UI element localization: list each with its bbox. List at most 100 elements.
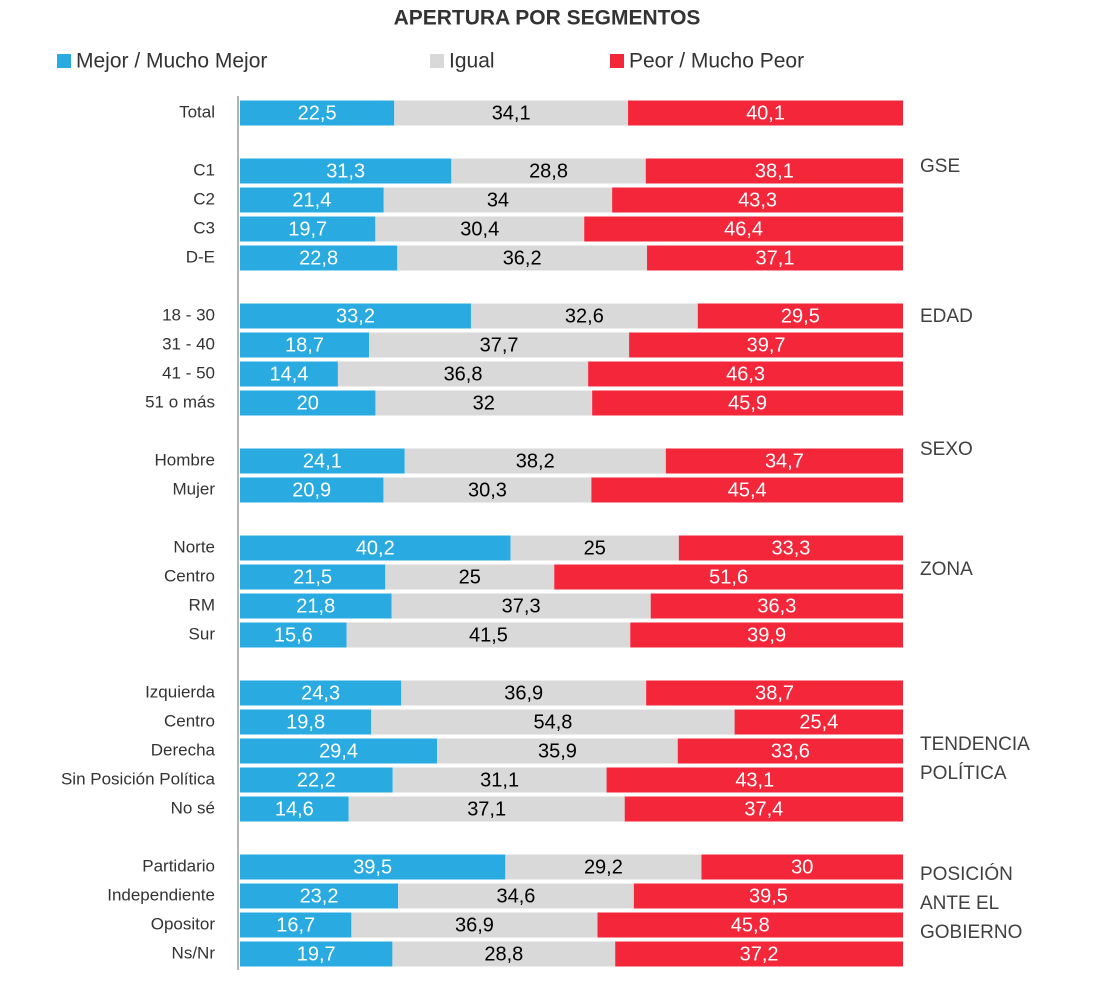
bar-segment: [240, 535, 511, 561]
bar-segment: [240, 883, 399, 909]
category-label: Derecha: [151, 740, 216, 759]
bar-segment: [346, 622, 631, 648]
bar-segment: [240, 564, 386, 590]
category-label: No sé: [171, 798, 215, 817]
value-label: 22,8: [299, 247, 338, 269]
value-label: 32: [473, 392, 495, 414]
bar-segment: [240, 187, 384, 213]
legend-swatch: [57, 54, 71, 68]
bar-segment: [375, 390, 593, 416]
value-label: 25: [584, 537, 606, 559]
value-label: 29,5: [781, 305, 820, 327]
bar-segment: [633, 883, 903, 909]
bar-segment: [628, 100, 903, 126]
bar-segment: [240, 680, 402, 706]
category-label: C1: [193, 160, 215, 179]
category-label: 51 o más: [145, 392, 215, 411]
bar-segment: [398, 883, 634, 909]
bar-segment: [510, 535, 679, 561]
value-label: 23,2: [300, 885, 339, 907]
category-label: Norte: [173, 537, 215, 556]
value-label: 54,8: [533, 711, 572, 733]
value-label: 36,8: [444, 363, 483, 385]
value-label: 46,3: [726, 363, 765, 385]
bar-segment: [701, 854, 903, 880]
category-label: Partidario: [142, 856, 215, 875]
bar-segment: [240, 622, 347, 648]
group-label: POSICIÓN: [920, 863, 1013, 885]
value-label: 22,2: [297, 769, 336, 791]
value-label: 39,5: [353, 856, 392, 878]
value-label: 14,6: [275, 798, 314, 820]
value-label: 19,7: [297, 943, 336, 965]
bar-segment: [554, 564, 903, 590]
value-label: 37,4: [744, 798, 783, 820]
bar-segment: [734, 709, 903, 735]
bar-segment: [612, 187, 903, 213]
bar-segment: [240, 361, 338, 387]
group-label: GSE: [920, 156, 960, 177]
value-label: 22,5: [298, 102, 337, 124]
bar-segment: [369, 332, 630, 358]
bar-segment: [505, 854, 702, 880]
value-label: 34,7: [765, 450, 804, 472]
group-label: SEXO: [920, 439, 973, 460]
value-label: 19,7: [288, 218, 327, 240]
value-label: 29,2: [584, 856, 623, 878]
value-label: 45,8: [731, 914, 770, 936]
value-label: 25: [459, 566, 481, 588]
bar-segment: [240, 912, 352, 938]
value-label: 37,1: [467, 798, 506, 820]
bar-segment: [240, 448, 405, 474]
bar-segment: [240, 941, 393, 967]
category-label: 31 - 40: [162, 334, 215, 353]
bar-segment: [630, 622, 903, 648]
legend-swatch: [430, 54, 444, 68]
value-label: 36,3: [757, 595, 796, 617]
legend-label: Peor / Mucho Peor: [629, 50, 804, 73]
value-label: 34,1: [492, 102, 531, 124]
value-label: 45,9: [728, 392, 767, 414]
bar-segment: [404, 448, 666, 474]
bar-segment: [597, 912, 903, 938]
category-label: Centro: [164, 566, 215, 585]
value-label: 34: [487, 189, 509, 211]
category-label: Centro: [164, 711, 215, 730]
bar-segment: [240, 245, 398, 271]
bar-segment: [665, 448, 903, 474]
value-label: 29,4: [319, 740, 358, 762]
value-label: 32,6: [565, 305, 604, 327]
value-label: 51,6: [709, 566, 748, 588]
value-label: 20: [297, 392, 319, 414]
bar-segment: [606, 767, 903, 793]
bar-segment: [647, 245, 903, 271]
category-label: Izquierda: [145, 682, 215, 701]
bar-segment: [240, 100, 395, 126]
value-label: 28,8: [484, 943, 523, 965]
group-label: EDAD: [920, 306, 973, 327]
value-label: 40,2: [356, 537, 395, 559]
category-label: Ns/Nr: [172, 943, 216, 962]
bar-segment: [584, 216, 903, 242]
value-label: 34,6: [496, 885, 535, 907]
chart-title: APERTURA POR SEGMENTOS: [394, 7, 701, 30]
bar-segment: [240, 477, 384, 503]
bar-segment: [451, 158, 646, 184]
legend-label: Mejor / Mucho Mejor: [76, 50, 267, 73]
value-label: 37,1: [756, 247, 795, 269]
bar-segment: [240, 767, 393, 793]
bar-segment: [337, 361, 589, 387]
bar-segment: [437, 738, 678, 764]
bar-segment: [646, 680, 903, 706]
value-label: 45,4: [728, 479, 767, 501]
category-label: C3: [193, 218, 215, 237]
value-label: 36,9: [504, 682, 543, 704]
bar-segment: [624, 796, 903, 822]
value-label: 43,1: [735, 769, 774, 791]
bar-segment: [615, 941, 903, 967]
value-label: 21,4: [292, 189, 331, 211]
bar-segment: [391, 593, 651, 619]
bar-segment: [470, 303, 698, 329]
group-label: ZONA: [920, 559, 973, 580]
